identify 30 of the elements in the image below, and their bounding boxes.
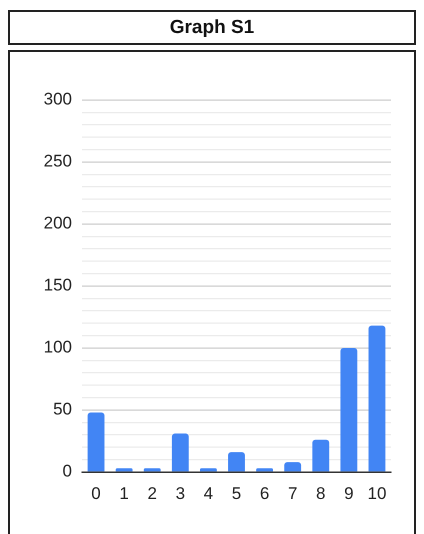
y-tick-label: 50 <box>53 400 72 419</box>
x-tick-label: 6 <box>260 484 270 503</box>
y-tick-label: 250 <box>44 152 72 171</box>
bar <box>368 326 386 472</box>
x-tick-label: 3 <box>176 484 186 503</box>
chart-title: Graph S1 <box>8 10 416 45</box>
y-tick-label: 0 <box>62 462 72 481</box>
bar <box>312 440 330 472</box>
bar <box>88 412 104 472</box>
y-tick-label: 150 <box>44 276 72 295</box>
bar <box>200 468 217 472</box>
x-tick-label: 9 <box>344 484 354 503</box>
y-tick-label: 300 <box>44 90 72 109</box>
bar <box>256 468 274 472</box>
bar <box>172 434 189 472</box>
x-tick-label: 2 <box>147 484 157 503</box>
x-tick-label: 7 <box>288 484 298 503</box>
bar <box>284 462 302 472</box>
y-tick-label: 200 <box>44 214 72 233</box>
bar <box>340 348 358 472</box>
bar <box>228 452 245 472</box>
x-tick-label: 8 <box>316 484 326 503</box>
bar <box>144 468 161 472</box>
x-tick-label: 0 <box>91 484 101 503</box>
x-tick-label: 1 <box>119 484 129 503</box>
x-tick-label: 4 <box>204 484 214 503</box>
y-tick-label: 100 <box>44 338 72 357</box>
x-tick-label: 5 <box>232 484 242 503</box>
bar <box>116 468 133 472</box>
x-tick-label: 10 <box>367 484 386 503</box>
